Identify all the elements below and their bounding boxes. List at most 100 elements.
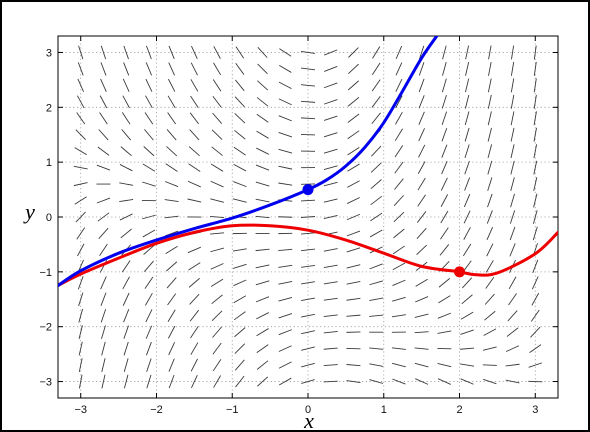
slope-segment — [487, 78, 492, 93]
slope-segment — [234, 96, 245, 108]
slope-segment — [438, 295, 451, 304]
slope-segment — [530, 326, 541, 338]
slope-segment — [533, 177, 538, 192]
slope-segment — [346, 364, 361, 367]
slope-segment — [464, 144, 470, 158]
slope-segment — [122, 95, 130, 109]
slope-segment — [460, 347, 475, 350]
slope-segment — [464, 177, 471, 191]
slope-segment — [120, 146, 132, 157]
slope-segment — [391, 347, 406, 350]
slope-segment — [392, 262, 406, 271]
slope-segment — [346, 380, 361, 383]
x-tick-label: 3 — [532, 404, 538, 416]
slope-segment — [371, 62, 381, 76]
slope-segment — [278, 148, 293, 154]
slope-segment — [233, 311, 246, 321]
slope-segment — [463, 227, 471, 240]
slope-segment — [461, 294, 473, 305]
slope-segment — [100, 308, 107, 323]
slope-segment — [395, 45, 403, 60]
slope-segment — [487, 94, 492, 109]
slope-segment — [394, 178, 404, 190]
slope-segment — [278, 297, 293, 302]
slope-segment — [256, 328, 269, 337]
slope-segment — [533, 45, 537, 60]
slope-segment — [346, 197, 360, 204]
slope-segment — [533, 61, 537, 76]
slope-segment — [98, 129, 109, 141]
slope-segment — [78, 374, 83, 389]
slope-segment — [234, 343, 246, 354]
slope-segment — [121, 129, 132, 141]
slope-segment — [508, 276, 517, 290]
slope-segment — [510, 160, 515, 175]
slope-segment — [146, 341, 152, 356]
slope-segment — [323, 347, 338, 350]
slope-segment — [529, 344, 542, 354]
slope-segment — [234, 129, 246, 140]
slope-segment — [487, 144, 493, 159]
slope-segment — [487, 160, 493, 175]
slope-segment — [190, 79, 199, 92]
slope-segment — [464, 111, 470, 126]
slope-segment — [164, 215, 179, 219]
slope-segment — [486, 210, 493, 224]
slope-segment — [323, 148, 338, 154]
slope-segment — [101, 374, 106, 389]
slope-segment — [301, 330, 315, 335]
slope-segment — [278, 98, 292, 106]
slope-segment — [187, 198, 202, 203]
slope-segment — [212, 95, 222, 108]
slope-segment — [324, 49, 338, 56]
slope-segment — [167, 95, 176, 109]
slope-segment — [510, 144, 515, 159]
slope-segment — [300, 248, 316, 252]
slope-segment — [168, 45, 175, 60]
slope-segment — [278, 345, 292, 352]
slope-segment — [188, 277, 200, 288]
slope-segment — [255, 280, 270, 286]
slope-segment — [144, 129, 154, 141]
slope-segment — [533, 193, 538, 208]
slope-segment — [482, 364, 497, 366]
slope-segment — [462, 243, 472, 257]
slope-segment — [507, 310, 518, 322]
slope-segment — [393, 211, 405, 223]
slope-segment — [414, 347, 429, 350]
slope-segment — [233, 279, 247, 287]
slope-segment — [101, 341, 106, 356]
slope-segment — [77, 243, 85, 257]
slope-segment — [142, 163, 156, 172]
slope-segment — [256, 312, 270, 320]
slope-segment — [301, 346, 315, 351]
slope-segment — [257, 63, 268, 75]
slope-segment — [483, 378, 497, 385]
initial-point-blue — [302, 184, 314, 196]
slope-segment — [464, 160, 470, 175]
slope-segment — [255, 164, 270, 171]
slope-segment — [75, 129, 86, 141]
slope-segment — [369, 314, 384, 317]
slope-segment — [394, 128, 403, 141]
slope-segment — [510, 111, 515, 126]
slope-segment — [211, 129, 223, 140]
slope-segment — [255, 215, 270, 219]
slope-segment — [460, 363, 475, 367]
slope-segment — [74, 196, 87, 205]
slope-segment — [505, 345, 520, 352]
slope-segment — [395, 62, 403, 76]
slope-segment — [460, 378, 474, 385]
x-tick-label: −3 — [74, 404, 87, 416]
slope-segment — [392, 362, 406, 368]
slope-segment — [78, 292, 84, 307]
slope-segment — [187, 246, 201, 254]
slope-segment — [532, 226, 538, 241]
slope-segment — [486, 226, 494, 241]
slope-segment — [505, 379, 520, 384]
slope-segment — [417, 194, 426, 207]
slope-segment — [190, 95, 199, 108]
slope-segment — [418, 95, 425, 109]
slope-segment — [167, 309, 176, 322]
slope-segment — [370, 195, 383, 206]
